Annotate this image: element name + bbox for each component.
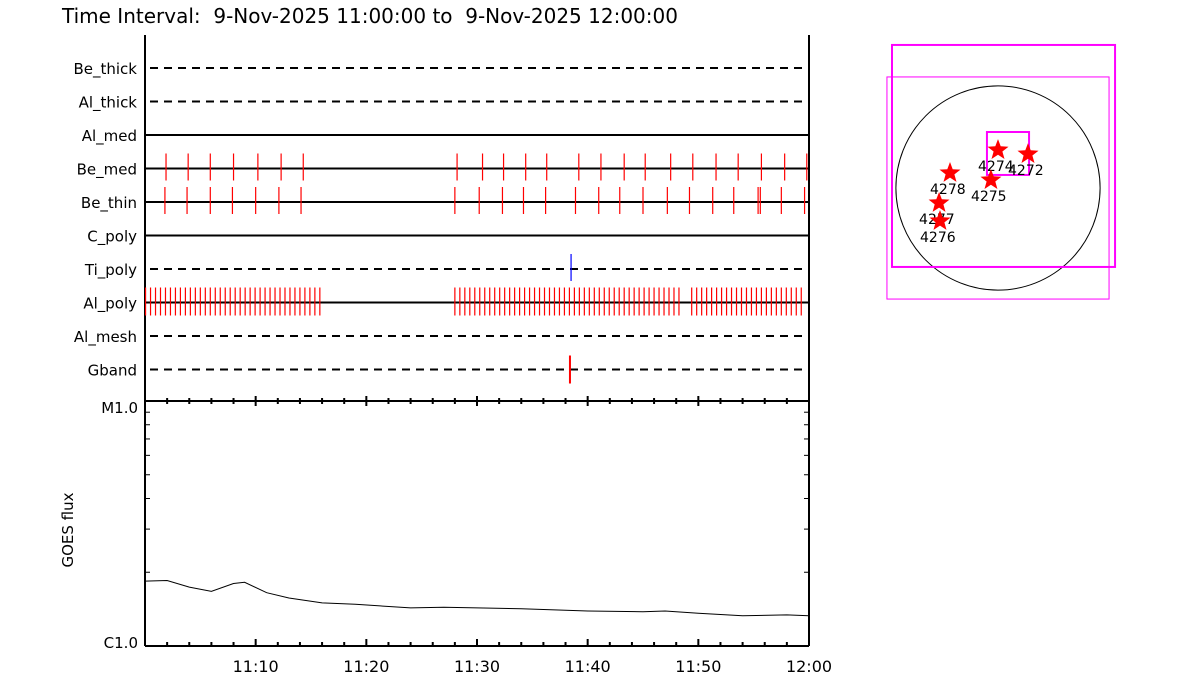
x-tick-label: 11:30 bbox=[454, 657, 500, 676]
active-region-label: 4278 bbox=[930, 182, 966, 198]
row-label: Al_mesh bbox=[74, 328, 137, 347]
active-region-star-icon bbox=[987, 139, 1009, 159]
active-region-star-icon bbox=[980, 169, 1002, 189]
active-region-star-icon bbox=[928, 192, 950, 212]
goes-ylabel: GOES flux bbox=[59, 492, 77, 567]
active-region-star-icon bbox=[939, 162, 961, 182]
x-tick-label: 11:20 bbox=[343, 657, 389, 676]
row-gband: Gband bbox=[88, 355, 809, 384]
active-region-label: 4275 bbox=[971, 189, 1007, 205]
row-be-thin: Be_thin bbox=[81, 187, 809, 214]
active-region-star-icon bbox=[929, 210, 951, 230]
fov-box bbox=[891, 43, 1117, 268]
row-c-poly: C_poly bbox=[87, 228, 809, 247]
row-al-thick: Al_thick bbox=[79, 94, 809, 113]
row-be-thick: Be_thick bbox=[73, 60, 809, 79]
fov-box bbox=[886, 76, 1110, 300]
active-region-label: 4272 bbox=[1008, 163, 1044, 179]
row-label: Be_med bbox=[77, 161, 137, 180]
x-tick-label: 12:00 bbox=[786, 657, 832, 676]
row-ti-poly: Ti_poly bbox=[84, 254, 809, 281]
active-region-star-icon bbox=[1017, 143, 1039, 163]
row-label: Ti_poly bbox=[84, 261, 137, 280]
x-tick-label: 11:50 bbox=[675, 657, 721, 676]
row-label: C_poly bbox=[87, 228, 137, 247]
goes-ytick-m1: M1.0 bbox=[101, 399, 138, 417]
row-al-med: Al_med bbox=[82, 127, 809, 146]
x-tick-label: 11:10 bbox=[233, 657, 279, 676]
active-region-label: 4274 bbox=[978, 159, 1014, 175]
goes-ytick-c1: C1.0 bbox=[104, 634, 138, 652]
row-label: Al_poly bbox=[83, 295, 137, 314]
sun-map: 427442724278427542774276 bbox=[886, 43, 1117, 300]
row-be-med: Be_med bbox=[77, 153, 809, 181]
row-label: Gband bbox=[88, 362, 137, 380]
active-region-label: 4276 bbox=[920, 230, 956, 246]
row-label: Al_med bbox=[82, 127, 137, 146]
goes-flux-line bbox=[144, 579, 810, 617]
solar-limb bbox=[895, 85, 1101, 291]
x-tick-label: 11:40 bbox=[565, 657, 611, 676]
row-al-poly: Al_poly bbox=[83, 287, 809, 316]
row-label: Be_thick bbox=[73, 60, 137, 79]
timeline-panel: Be_thick Al_thick Al_med Be_med Be_thin C_pol… bbox=[73, 35, 810, 401]
row-al-mesh: Al_mesh bbox=[74, 328, 809, 347]
row-label: Be_thin bbox=[81, 194, 137, 213]
chart-title: Time Interval: 9-Nov-2025 11:00:00 to 9-… bbox=[61, 4, 678, 28]
row-label: Al_thick bbox=[79, 94, 138, 113]
goes-panel: GOES flux C1.0 M1.0 11:10 11:20 11:30 11:40… bbox=[59, 396, 832, 676]
